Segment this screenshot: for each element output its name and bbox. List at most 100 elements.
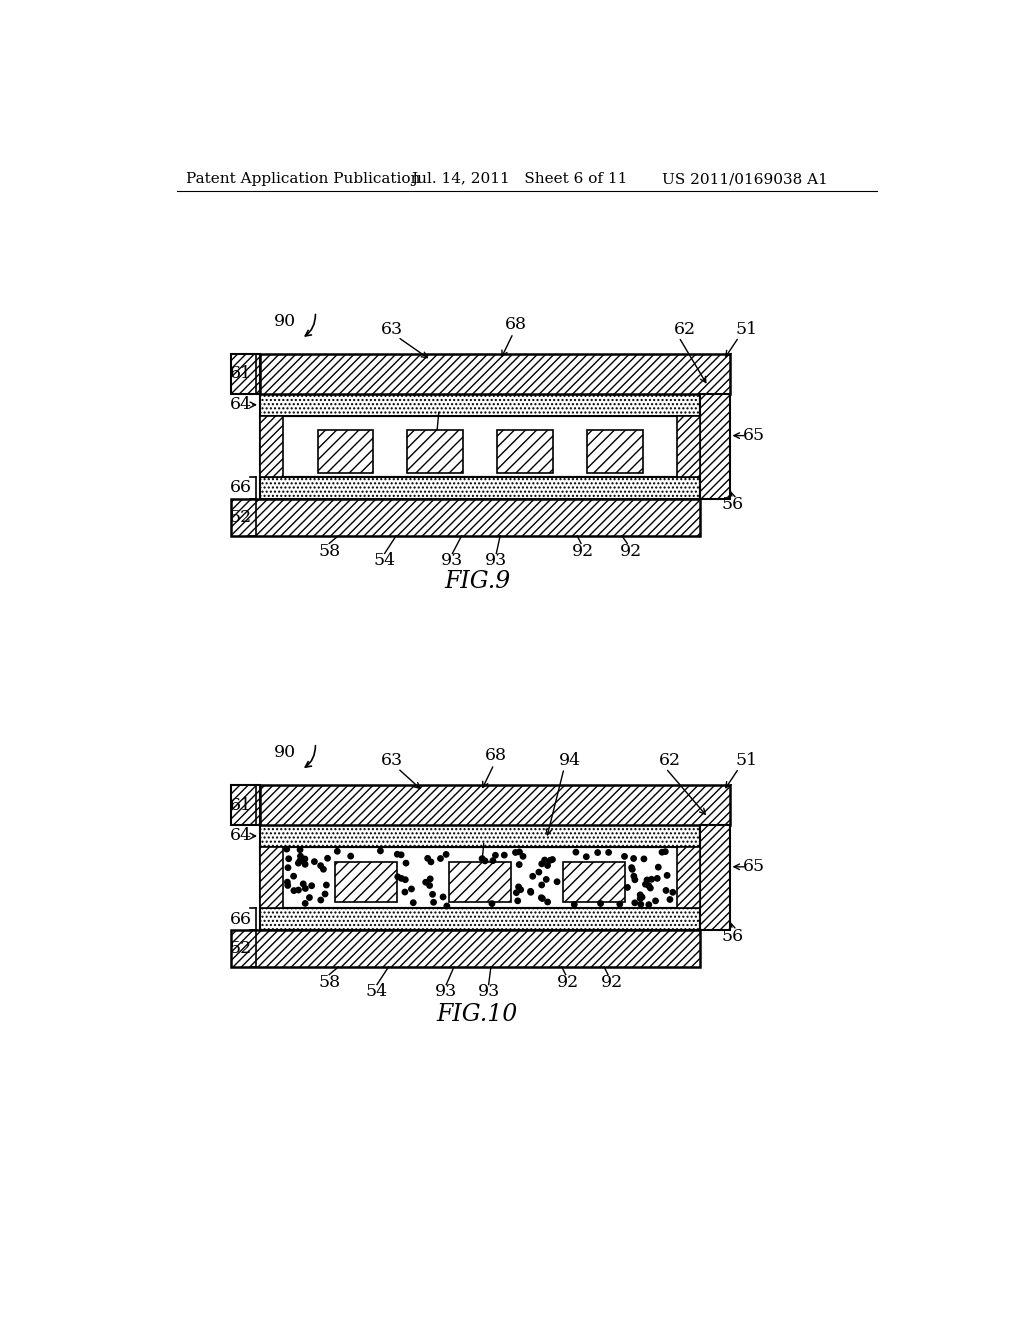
Bar	[700, 393, 730, 499]
Bar	[677, 847, 700, 908]
Bar	[260, 847, 700, 908]
Text: 63: 63	[381, 752, 403, 770]
Circle shape	[665, 873, 670, 878]
Text: 58: 58	[318, 543, 340, 560]
Circle shape	[298, 854, 303, 859]
Circle shape	[311, 859, 317, 865]
Text: 92: 92	[557, 974, 579, 991]
Text: Patent Application Publication: Patent Application Publication	[186, 172, 421, 186]
Text: 62: 62	[674, 321, 696, 338]
Circle shape	[649, 876, 654, 882]
Circle shape	[302, 862, 308, 867]
Circle shape	[309, 883, 314, 888]
Circle shape	[632, 876, 638, 883]
Circle shape	[378, 849, 383, 854]
Circle shape	[513, 850, 518, 855]
Circle shape	[664, 888, 669, 894]
Circle shape	[630, 867, 635, 873]
Bar	[588, 430, 643, 473]
Bar	[260, 785, 730, 825]
Circle shape	[425, 855, 430, 861]
Text: 62: 62	[658, 752, 681, 770]
Circle shape	[409, 886, 414, 891]
Bar	[260, 354, 730, 395]
Circle shape	[348, 854, 353, 859]
Circle shape	[646, 883, 651, 888]
Circle shape	[423, 879, 428, 884]
Bar	[260, 478, 700, 499]
Text: 65: 65	[743, 858, 765, 875]
Circle shape	[638, 902, 643, 907]
Circle shape	[540, 896, 545, 902]
Circle shape	[631, 855, 636, 861]
Circle shape	[545, 863, 550, 869]
Circle shape	[514, 890, 519, 895]
Circle shape	[518, 887, 523, 892]
Circle shape	[641, 857, 646, 862]
Circle shape	[394, 851, 400, 857]
Circle shape	[286, 865, 291, 870]
Bar	[317, 430, 373, 473]
Bar	[408, 430, 463, 473]
Text: 56: 56	[722, 496, 743, 513]
Bar	[260, 416, 700, 478]
Circle shape	[284, 846, 290, 851]
Circle shape	[632, 900, 638, 906]
Bar	[450, 862, 511, 903]
Circle shape	[297, 858, 302, 863]
Circle shape	[318, 863, 324, 869]
Circle shape	[323, 891, 328, 896]
Text: 93: 93	[441, 552, 464, 569]
Bar	[260, 908, 700, 929]
Bar	[230, 354, 260, 395]
Circle shape	[528, 890, 534, 895]
Text: 61: 61	[229, 797, 252, 813]
Circle shape	[539, 861, 545, 866]
Circle shape	[655, 865, 662, 870]
Text: 51: 51	[735, 752, 758, 770]
Circle shape	[516, 884, 521, 890]
Text: 66: 66	[229, 479, 252, 496]
Circle shape	[653, 898, 658, 904]
Circle shape	[584, 854, 589, 859]
Circle shape	[428, 876, 433, 882]
Circle shape	[291, 874, 296, 879]
Circle shape	[631, 874, 637, 879]
Circle shape	[428, 859, 433, 865]
Text: 93: 93	[435, 983, 458, 1001]
Circle shape	[625, 884, 630, 890]
Text: 64: 64	[229, 828, 252, 845]
Text: 54: 54	[366, 983, 388, 1001]
Circle shape	[516, 862, 522, 867]
Circle shape	[307, 895, 312, 900]
Text: 51: 51	[735, 321, 758, 338]
Circle shape	[402, 890, 408, 895]
Circle shape	[482, 858, 487, 863]
Circle shape	[325, 855, 331, 861]
Text: 92: 92	[620, 543, 642, 560]
Text: 63: 63	[381, 321, 403, 338]
Circle shape	[324, 882, 329, 888]
Text: FIG.10: FIG.10	[436, 1003, 518, 1026]
Bar	[260, 416, 283, 478]
Bar	[336, 862, 397, 903]
Text: 54: 54	[374, 552, 395, 569]
Bar	[260, 825, 700, 847]
Circle shape	[431, 900, 436, 906]
Text: 68: 68	[505, 317, 526, 333]
Text: 56: 56	[722, 928, 743, 945]
Text: 64: 64	[229, 396, 252, 413]
Circle shape	[646, 902, 651, 907]
Circle shape	[654, 875, 659, 880]
Circle shape	[629, 865, 634, 870]
Circle shape	[443, 851, 449, 857]
Bar	[677, 416, 700, 478]
Circle shape	[398, 875, 404, 880]
Circle shape	[622, 854, 627, 859]
Circle shape	[537, 870, 542, 875]
Circle shape	[539, 882, 545, 887]
Text: 92: 92	[601, 974, 623, 991]
Circle shape	[542, 858, 548, 863]
Circle shape	[638, 896, 643, 902]
Circle shape	[296, 861, 301, 866]
